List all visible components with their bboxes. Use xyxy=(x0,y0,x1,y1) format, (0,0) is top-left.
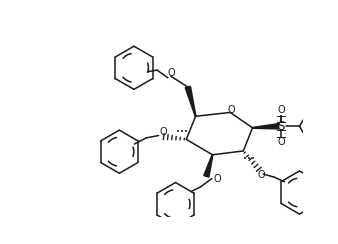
Polygon shape xyxy=(204,155,213,177)
Text: O: O xyxy=(258,170,266,180)
Text: O: O xyxy=(160,127,167,137)
Text: O: O xyxy=(277,137,285,147)
Text: O: O xyxy=(167,68,175,78)
Text: •••: ••• xyxy=(176,130,188,135)
Text: O: O xyxy=(227,105,235,115)
Text: •••: ••• xyxy=(243,156,256,162)
Text: O: O xyxy=(213,174,221,184)
Polygon shape xyxy=(185,86,196,116)
Text: S: S xyxy=(277,120,285,133)
Polygon shape xyxy=(252,124,279,129)
Text: O: O xyxy=(277,105,285,115)
